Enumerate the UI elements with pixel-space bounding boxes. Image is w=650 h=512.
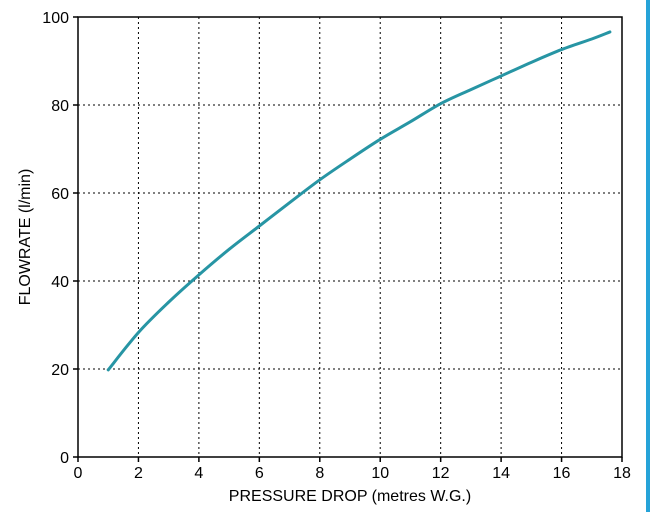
x-tick-label-18: 18	[613, 465, 631, 482]
x-tick-label-12: 12	[432, 465, 450, 482]
x-tick-label-16: 16	[553, 465, 571, 482]
x-tick-label-14: 14	[492, 465, 510, 482]
plot-frame	[73, 16, 623, 462]
x-tick-label-2: 2	[134, 465, 143, 482]
x-tick-label-10: 10	[371, 465, 389, 482]
y-tick-labels: 0 20 40 60 80 100	[42, 10, 69, 467]
x-tick-label-0: 0	[74, 465, 83, 482]
x-tick-labels: 0 2 4 6 8 10 12 14 16 18	[74, 465, 631, 482]
y-axis-title: FLOWRATE (l/min)	[17, 169, 34, 306]
x-tick-label-6: 6	[255, 465, 264, 482]
y-tick-label-80: 80	[51, 98, 69, 115]
x-axis-title: PRESSURE DROP (metres W.G.)	[229, 488, 471, 505]
y-tick-label-100: 100	[42, 10, 69, 27]
series-line-0	[106, 30, 612, 372]
right-edge-border	[646, 0, 650, 512]
grid-lines	[78, 17, 622, 457]
plot-border	[77, 16, 623, 458]
y-tick-label-0: 0	[60, 450, 69, 467]
y-tick-label-20: 20	[51, 362, 69, 379]
x-tick-label-4: 4	[194, 465, 203, 482]
series-layer	[106, 30, 612, 372]
y-tick-label-40: 40	[51, 274, 69, 291]
x-tick-label-8: 8	[315, 465, 324, 482]
y-tick-label-60: 60	[51, 186, 69, 203]
